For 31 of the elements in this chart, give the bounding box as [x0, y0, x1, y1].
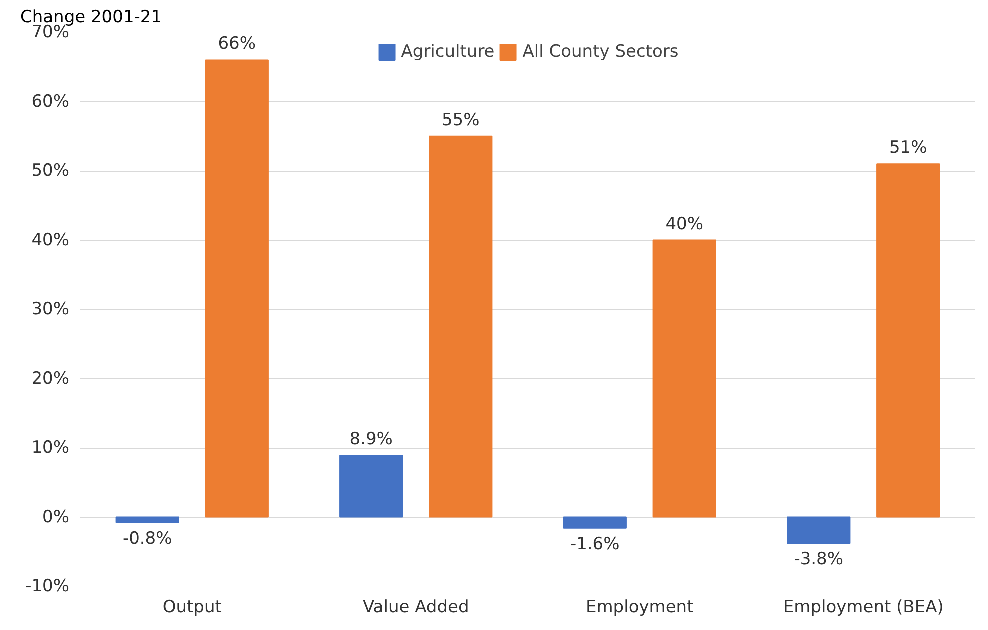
y-tick-label: 0% [42, 507, 70, 528]
data-label: 66% [218, 34, 256, 54]
bar [876, 164, 940, 518]
x-tick-label: Value Added [363, 598, 470, 618]
bar [205, 60, 269, 518]
x-tick-label: Employment [586, 598, 694, 618]
y-tick-label: -10% [26, 576, 70, 596]
legend-label: All County Sectors [522, 42, 679, 62]
y-axis-title: Change 2001-21 [20, 8, 162, 28]
bar [652, 240, 716, 518]
data-label: 40% [666, 214, 704, 234]
bar [563, 516, 627, 529]
y-tick-label: 50% [32, 161, 70, 181]
y-tick-label: 60% [32, 92, 70, 112]
data-label: 55% [442, 110, 480, 130]
bar [340, 455, 404, 518]
y-tick-label: 20% [32, 368, 70, 389]
data-label: -1.6% [570, 534, 620, 554]
y-tick-label: 30% [32, 300, 70, 320]
bar [429, 136, 493, 518]
data-label: -0.8% [122, 528, 172, 549]
x-tick-label: Employment (BEA) [783, 598, 944, 618]
legend-label: Agriculture [401, 42, 495, 62]
data-label: -3.8% [794, 550, 844, 570]
y-tick-label: 40% [32, 230, 70, 250]
data-label: 51% [889, 138, 928, 158]
y-tick-label: 10% [32, 438, 70, 458]
bar [116, 516, 180, 524]
x-tick-label: Output [162, 598, 222, 618]
bar [787, 516, 851, 544]
data-label: 8.9% [350, 430, 393, 450]
